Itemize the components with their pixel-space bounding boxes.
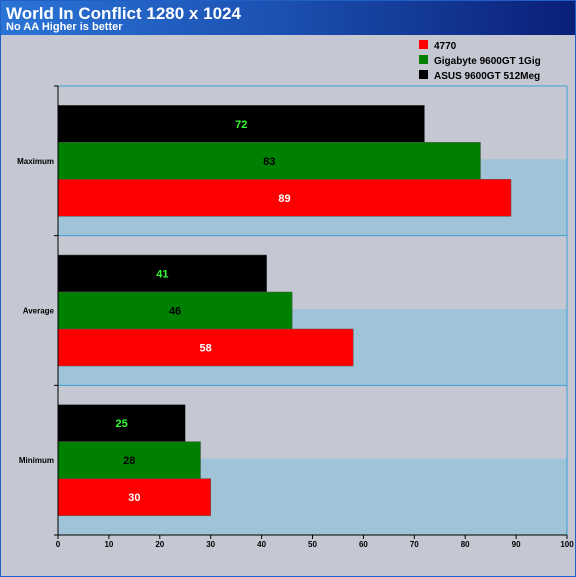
x-tick-label: 70 <box>410 540 419 549</box>
x-tick-label: 10 <box>104 540 113 549</box>
data-label: 89 <box>278 193 290 205</box>
x-tick-label: 20 <box>155 540 164 549</box>
title-banner: World In Conflict 1280 x 1024 No AA High… <box>1 1 575 35</box>
x-tick-label: 100 <box>560 540 574 549</box>
category-label: Maximum <box>17 157 54 166</box>
chart-title: World In Conflict 1280 x 1024 <box>6 4 241 23</box>
bar <box>57 291 293 330</box>
bar <box>57 404 186 442</box>
bar <box>57 441 201 479</box>
bar <box>57 179 512 217</box>
data-label: 46 <box>169 306 181 318</box>
legend-label: 4770 <box>434 41 457 52</box>
x-tick-label: 50 <box>308 540 317 549</box>
x-tick-label: 30 <box>206 540 215 549</box>
bar <box>57 105 425 143</box>
data-label: 72 <box>235 119 247 131</box>
data-label: 28 <box>123 455 135 467</box>
category-label: Average <box>23 307 55 316</box>
x-tick-label: 40 <box>257 540 266 549</box>
data-label: 30 <box>128 492 140 504</box>
chart-subtitle: No AA Higher is better <box>6 21 123 33</box>
data-label: 25 <box>116 418 128 430</box>
bar <box>57 478 211 516</box>
x-tick-label: 0 <box>56 540 61 549</box>
legend-swatch <box>419 55 428 64</box>
legend-swatch <box>419 40 428 49</box>
data-label: 83 <box>263 156 275 168</box>
data-label: 58 <box>199 343 211 355</box>
data-label: 41 <box>156 269 168 281</box>
x-tick-label: 80 <box>461 540 470 549</box>
category-label: Minimum <box>19 456 54 465</box>
x-tick-label: 60 <box>359 540 368 549</box>
bar <box>57 142 481 180</box>
legend-swatch <box>419 70 428 79</box>
legend-label: ASUS 9600GT 512Meg <box>434 71 540 82</box>
x-tick-label: 90 <box>512 540 521 549</box>
bar <box>57 328 354 367</box>
legend-label: Gigabyte 9600GT 1Gig <box>434 56 541 67</box>
